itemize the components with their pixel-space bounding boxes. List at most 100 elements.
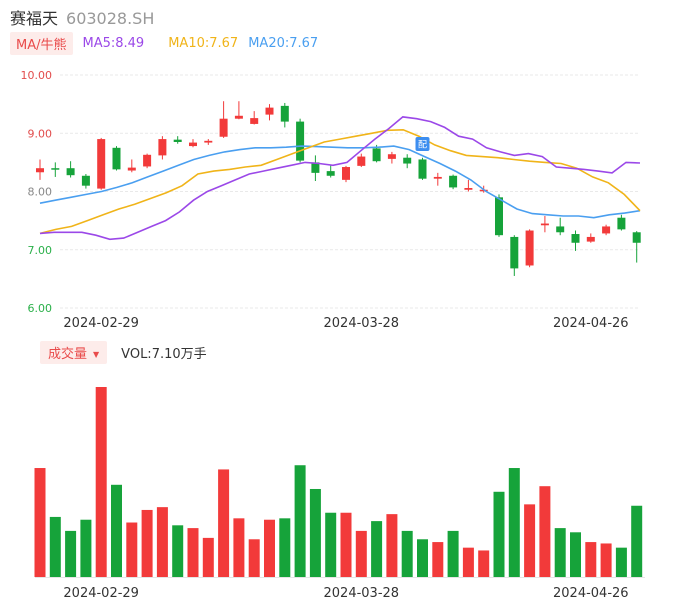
- candle-body: [418, 159, 427, 179]
- candle-body: [51, 168, 60, 170]
- candle-body: [204, 140, 213, 143]
- candle-body: [250, 118, 259, 124]
- volume-bar: [233, 518, 245, 577]
- y-tick-label: 10.00: [21, 69, 53, 82]
- candle-body: [525, 230, 534, 266]
- ma10-line: [39, 128, 641, 235]
- volume-x-tick-label: 2024-04-26: [553, 586, 629, 601]
- volume-bar: [554, 528, 566, 577]
- candle-body: [143, 154, 152, 167]
- candle-body: [265, 107, 274, 115]
- y-tick-label: 9.00: [28, 127, 53, 140]
- candle-body: [189, 142, 197, 147]
- volume-bar: [49, 516, 61, 577]
- volume-bar: [65, 530, 77, 577]
- volume-bar: [111, 484, 122, 577]
- candle-body: [540, 223, 549, 226]
- stock-title: 赛福天 603028.SH: [10, 5, 154, 29]
- volume-bar: [493, 491, 505, 577]
- placement-marker-icon: [415, 137, 430, 151]
- volume-bar: [141, 509, 153, 577]
- x-tick-label: 2024-04-26: [553, 316, 629, 331]
- x-tick-label: 2024-02-29: [63, 316, 139, 331]
- candle-body: [357, 156, 366, 166]
- candle-body: [296, 121, 305, 161]
- candle-body: [66, 168, 75, 176]
- volume-bar: [478, 550, 490, 577]
- candle-body: [617, 217, 626, 230]
- volume-bar: [417, 539, 428, 577]
- volume-bar: [386, 514, 398, 577]
- candle-body: [510, 236, 519, 269]
- candle-body: [495, 197, 503, 236]
- volume-bar: [248, 539, 260, 577]
- candle-body: [280, 105, 289, 122]
- volume-bar: [202, 537, 214, 577]
- volume-bar: [615, 547, 627, 577]
- caret-down-icon: ▼: [93, 350, 100, 359]
- volume-x-tick-label: 2024-02-29: [63, 586, 139, 601]
- stock-name: 赛福天: [10, 9, 59, 28]
- ma20-line: [39, 145, 641, 219]
- volume-bar: [340, 512, 352, 577]
- volume-bar: [156, 507, 168, 577]
- volume-bar: [631, 505, 643, 577]
- candle-body: [81, 175, 90, 186]
- candle-body: [36, 168, 44, 173]
- ma20-legend: MA20:7.67: [248, 35, 319, 51]
- candle-body: [158, 139, 167, 156]
- volume-bar: [218, 469, 230, 577]
- ma5-legend: MA5:8.49: [82, 35, 145, 51]
- volume-bar: [570, 532, 581, 577]
- volume-bar: [279, 518, 291, 577]
- volume-indicator-selector[interactable]: 成交量 ▼: [40, 341, 108, 364]
- candle-body: [433, 176, 442, 179]
- volume-bar: [539, 486, 551, 577]
- volume-legend: 成交量 ▼ VOL:7.10万手: [40, 341, 207, 364]
- candle-body: [219, 118, 228, 137]
- volume-indicator-label: 成交量: [48, 347, 88, 362]
- candle-body: [311, 162, 320, 173]
- x-tick-label: 2024-03-28: [324, 316, 400, 331]
- candle-body: [602, 226, 611, 234]
- volume-bar: [462, 547, 474, 577]
- volume-bar: [172, 525, 184, 577]
- volume-bar: [600, 543, 612, 577]
- volume-bar: [371, 521, 383, 577]
- volume-bar: [447, 530, 459, 577]
- volume-bar: [187, 528, 199, 577]
- candle-body: [372, 148, 381, 162]
- stock-code: 603028.SH: [66, 9, 155, 28]
- volume-bar: [34, 468, 46, 577]
- volume-bar: [95, 387, 107, 577]
- volume-bar: [264, 519, 275, 577]
- volume-bar: [432, 542, 444, 577]
- volume-bar: [401, 530, 413, 577]
- ma10-legend: MA10:7.67: [168, 35, 239, 51]
- candle-body: [97, 139, 106, 189]
- volume-bar: [355, 530, 367, 577]
- ma-legend: MA/牛熊 MA5:8.49 MA10:7.67 MA20:7.67: [10, 31, 318, 55]
- candle-body: [127, 167, 136, 171]
- candle-body: [342, 167, 350, 180]
- y-tick-label: 8.00: [28, 186, 53, 199]
- candle-body: [387, 154, 396, 159]
- candle-body: [632, 232, 641, 243]
- candle-body: [112, 147, 121, 170]
- candle-body: [571, 234, 580, 243]
- volume-bar: [524, 504, 536, 577]
- volume-bar: [80, 519, 92, 577]
- candle-body: [326, 171, 335, 176]
- volume-bar: [294, 465, 306, 577]
- candle-body: [173, 139, 182, 142]
- candle-body: [403, 157, 412, 164]
- placement-marker-label: 配: [418, 140, 427, 151]
- y-tick-label: 7.00: [28, 244, 53, 257]
- volume-bar: [508, 468, 520, 577]
- volume-bar: [325, 512, 337, 577]
- candle-body: [586, 236, 595, 242]
- ma5-line: [39, 116, 641, 241]
- candle-body: [464, 188, 473, 190]
- ma-type-selector[interactable]: MA/牛熊: [10, 31, 73, 55]
